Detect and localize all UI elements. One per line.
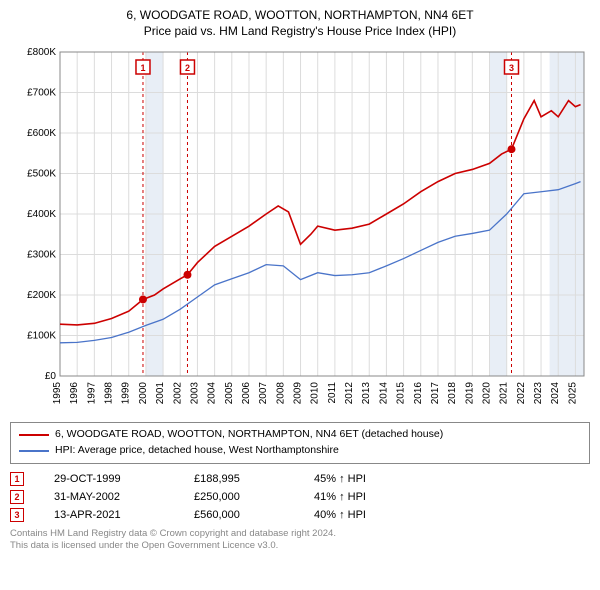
svg-text:2010: 2010	[310, 382, 321, 405]
legend-swatch	[19, 434, 49, 436]
svg-text:£300K: £300K	[27, 250, 56, 261]
svg-text:£0: £0	[45, 371, 57, 382]
svg-text:£400K: £400K	[27, 209, 56, 220]
title-subtitle: Price paid vs. HM Land Registry's House …	[10, 24, 590, 38]
sale-row: 2 31-MAY-2002 £250,000 41% ↑ HPI	[10, 490, 590, 504]
svg-text:2011: 2011	[327, 382, 338, 404]
sale-row: 3 13-APR-2021 £560,000 40% ↑ HPI	[10, 508, 590, 522]
sale-row: 1 29-OCT-1999 £188,995 45% ↑ HPI	[10, 472, 590, 486]
svg-text:2: 2	[185, 63, 190, 73]
sale-diff: 45% ↑ HPI	[314, 473, 404, 485]
svg-text:2016: 2016	[413, 382, 424, 405]
svg-text:1999: 1999	[121, 382, 132, 405]
svg-text:2004: 2004	[207, 382, 218, 405]
svg-text:2003: 2003	[189, 382, 200, 405]
svg-text:£700K: £700K	[27, 88, 56, 99]
svg-text:2001: 2001	[155, 382, 166, 405]
svg-text:2008: 2008	[275, 382, 286, 405]
svg-text:£600K: £600K	[27, 128, 56, 139]
sale-price: £250,000	[194, 491, 284, 503]
svg-text:2020: 2020	[482, 382, 493, 405]
sale-date: 29-OCT-1999	[54, 473, 164, 485]
sale-date: 13-APR-2021	[54, 509, 164, 521]
svg-text:2012: 2012	[344, 382, 355, 405]
sale-price: £188,995	[194, 473, 284, 485]
sale-marker: 2	[10, 490, 24, 504]
svg-text:3: 3	[509, 63, 514, 73]
svg-text:2025: 2025	[567, 382, 578, 405]
legend-row: 6, WOODGATE ROAD, WOOTTON, NORTHAMPTON, …	[19, 427, 581, 443]
svg-text:1: 1	[140, 63, 145, 73]
svg-text:1998: 1998	[104, 382, 115, 405]
svg-text:2023: 2023	[533, 382, 544, 405]
svg-text:2019: 2019	[464, 382, 475, 405]
svg-text:2024: 2024	[550, 382, 561, 405]
legend-label: HPI: Average price, detached house, West…	[55, 443, 339, 459]
svg-text:2005: 2005	[224, 382, 235, 405]
title-block: 6, WOODGATE ROAD, WOOTTON, NORTHAMPTON, …	[10, 8, 590, 38]
svg-text:2018: 2018	[447, 382, 458, 405]
sale-diff: 40% ↑ HPI	[314, 509, 404, 521]
legend-label: 6, WOODGATE ROAD, WOOTTON, NORTHAMPTON, …	[55, 427, 443, 443]
svg-text:2000: 2000	[138, 382, 149, 405]
svg-text:2006: 2006	[241, 382, 252, 405]
svg-text:£800K: £800K	[27, 47, 56, 58]
svg-text:2022: 2022	[516, 382, 527, 405]
legend-row: HPI: Average price, detached house, West…	[19, 443, 581, 459]
svg-text:£500K: £500K	[27, 169, 56, 180]
title-address: 6, WOODGATE ROAD, WOOTTON, NORTHAMPTON, …	[10, 8, 590, 22]
svg-text:1997: 1997	[86, 382, 97, 405]
footer: Contains HM Land Registry data © Crown c…	[10, 528, 590, 553]
chart-area: £0 £100K £200K £300K £400K £500K £600K £700K £80…	[10, 46, 590, 416]
footer-line1: Contains HM Land Registry data © Crown c…	[10, 528, 590, 540]
sales-table: 1 29-OCT-1999 £188,995 45% ↑ HPI 2 31-MAY-200…	[10, 472, 590, 522]
svg-text:2007: 2007	[258, 382, 269, 405]
svg-text:2017: 2017	[430, 382, 441, 405]
svg-text:£100K: £100K	[27, 331, 56, 342]
legend: 6, WOODGATE ROAD, WOOTTON, NORTHAMPTON, …	[10, 422, 590, 464]
svg-text:2009: 2009	[293, 382, 304, 405]
svg-text:1995: 1995	[52, 382, 63, 405]
svg-text:2021: 2021	[499, 382, 510, 405]
sale-marker: 3	[10, 508, 24, 522]
svg-text:1996: 1996	[69, 382, 80, 405]
svg-text:2015: 2015	[396, 382, 407, 405]
sale-marker: 1	[10, 472, 24, 486]
line-chart: £0 £100K £200K £300K £400K £500K £600K £700K £80…	[10, 46, 590, 416]
svg-text:£200K: £200K	[27, 290, 56, 301]
sale-price: £560,000	[194, 509, 284, 521]
svg-text:2013: 2013	[361, 382, 372, 405]
legend-swatch	[19, 450, 49, 452]
sale-diff: 41% ↑ HPI	[314, 491, 404, 503]
sale-date: 31-MAY-2002	[54, 491, 164, 503]
svg-text:2014: 2014	[378, 382, 389, 405]
page-root: 6, WOODGATE ROAD, WOOTTON, NORTHAMPTON, …	[0, 0, 600, 558]
svg-text:2002: 2002	[172, 382, 183, 405]
footer-line2: This data is licensed under the Open Gov…	[10, 540, 590, 552]
